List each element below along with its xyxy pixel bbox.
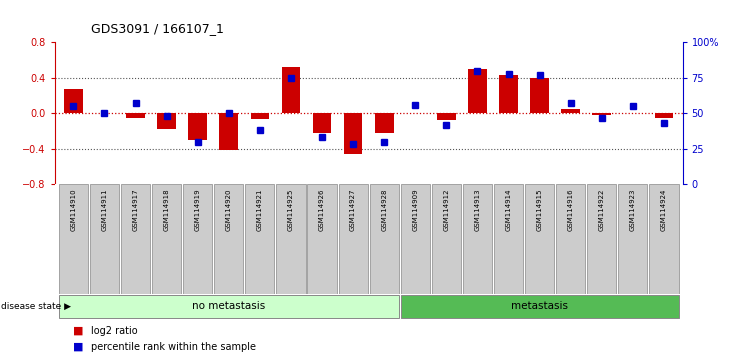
- Text: metastasis: metastasis: [511, 301, 568, 311]
- Bar: [494, 184, 523, 294]
- Bar: [59, 295, 399, 318]
- Bar: [307, 184, 337, 294]
- Bar: [282, 67, 300, 113]
- Text: no metastasis: no metastasis: [192, 301, 266, 311]
- Bar: [618, 184, 648, 294]
- Bar: [499, 75, 518, 113]
- Bar: [126, 113, 145, 118]
- Text: GSM114911: GSM114911: [101, 188, 107, 231]
- Bar: [401, 184, 430, 294]
- Bar: [121, 184, 150, 294]
- Bar: [431, 184, 461, 294]
- Bar: [188, 113, 207, 140]
- Text: disease state ▶: disease state ▶: [1, 302, 72, 311]
- Text: GSM114917: GSM114917: [133, 188, 139, 231]
- Text: GSM114916: GSM114916: [568, 188, 574, 231]
- Bar: [530, 78, 549, 113]
- Text: GDS3091 / 166107_1: GDS3091 / 166107_1: [91, 22, 224, 35]
- Text: GSM114927: GSM114927: [350, 188, 356, 231]
- Text: GSM114925: GSM114925: [288, 188, 294, 231]
- Bar: [152, 184, 181, 294]
- Bar: [344, 113, 362, 154]
- Bar: [649, 184, 678, 294]
- Bar: [525, 184, 554, 294]
- Bar: [59, 184, 88, 294]
- Bar: [250, 113, 269, 120]
- Text: GSM114909: GSM114909: [412, 188, 418, 231]
- Text: ■: ■: [73, 326, 83, 336]
- Text: percentile rank within the sample: percentile rank within the sample: [91, 342, 256, 352]
- Bar: [463, 184, 492, 294]
- Bar: [468, 69, 487, 113]
- Bar: [587, 184, 616, 294]
- Bar: [375, 113, 393, 133]
- Text: GSM114928: GSM114928: [381, 188, 387, 231]
- Text: GSM114922: GSM114922: [599, 188, 604, 231]
- Text: GSM114921: GSM114921: [257, 188, 263, 231]
- Text: GSM114915: GSM114915: [537, 188, 542, 231]
- Bar: [339, 184, 368, 294]
- Bar: [561, 109, 580, 113]
- Bar: [369, 184, 399, 294]
- Bar: [655, 113, 673, 118]
- Bar: [157, 113, 176, 129]
- Text: GSM114918: GSM114918: [164, 188, 169, 231]
- Text: GSM114914: GSM114914: [505, 188, 512, 231]
- Text: log2 ratio: log2 ratio: [91, 326, 138, 336]
- Text: GSM114920: GSM114920: [226, 188, 232, 231]
- Bar: [64, 88, 82, 113]
- Text: GSM114913: GSM114913: [474, 188, 480, 231]
- Bar: [556, 184, 585, 294]
- Text: GSM114923: GSM114923: [630, 188, 636, 231]
- Text: GSM114926: GSM114926: [319, 188, 325, 231]
- Bar: [183, 184, 212, 294]
- Text: GSM114910: GSM114910: [70, 188, 77, 231]
- Text: GSM114919: GSM114919: [195, 188, 201, 231]
- Bar: [437, 113, 456, 120]
- Text: GSM114924: GSM114924: [661, 188, 667, 231]
- Text: ■: ■: [73, 342, 83, 352]
- Bar: [220, 113, 238, 150]
- Bar: [593, 113, 611, 115]
- Bar: [401, 295, 679, 318]
- Text: GSM114912: GSM114912: [443, 188, 450, 231]
- Bar: [245, 184, 274, 294]
- Bar: [277, 184, 306, 294]
- Bar: [214, 184, 243, 294]
- Bar: [312, 113, 331, 133]
- Bar: [90, 184, 119, 294]
